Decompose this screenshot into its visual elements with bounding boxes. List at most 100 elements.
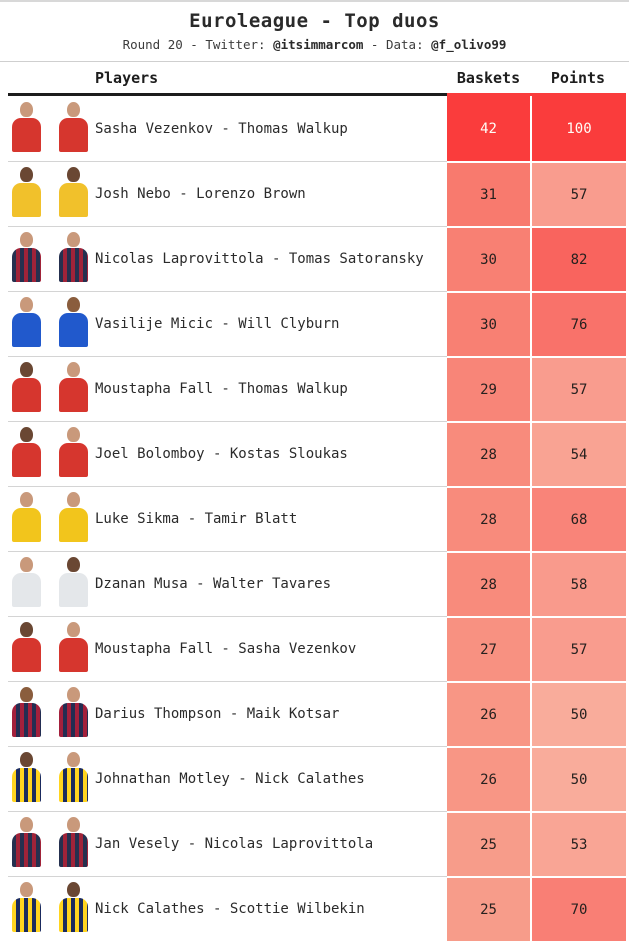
player-avatars	[8, 492, 92, 546]
player-head	[20, 752, 33, 767]
points-value: 57	[570, 381, 588, 398]
player-photo	[8, 752, 45, 806]
column-header-players: Players	[8, 62, 447, 96]
duo-names: Vasilije Micic - Will Clyburn	[95, 316, 340, 332]
points-cell: 76	[530, 291, 626, 356]
duo-names: Luke Sikma - Tamir Blatt	[95, 511, 298, 527]
column-header-points: Points	[530, 62, 626, 96]
player-avatars	[8, 297, 92, 351]
player-jersey	[12, 768, 41, 802]
player-jersey	[59, 117, 88, 152]
table-row: Josh Nebo - Lorenzo Brown 31 57	[0, 161, 629, 226]
baskets-cell: 29	[447, 356, 530, 421]
player-jersey	[12, 313, 41, 347]
player-head	[20, 557, 33, 572]
points-cell: 70	[530, 876, 626, 941]
player-avatars	[8, 557, 92, 611]
round-label: Round 20 - Twitter:	[122, 37, 274, 52]
player-photo	[8, 622, 45, 676]
player-head	[67, 297, 80, 312]
player-photo	[8, 557, 45, 611]
player-head	[67, 557, 80, 572]
page-title: Euroleague - Top duos	[189, 10, 440, 32]
players-cell: Nick Calathes - Scottie Wilbekin	[8, 876, 447, 941]
data-label: - Data:	[363, 37, 432, 52]
player-jersey	[12, 638, 41, 672]
player-photo	[55, 492, 92, 546]
player-photo	[8, 101, 45, 156]
table-row: Moustapha Fall - Thomas Walkup 29 57	[0, 356, 629, 421]
baskets-cell: 25	[447, 876, 530, 941]
points-value: 50	[570, 706, 588, 723]
baskets-cell: 42	[447, 96, 530, 161]
player-photo	[55, 167, 92, 221]
points-value: 68	[570, 511, 588, 528]
player-head	[20, 427, 33, 442]
baskets-value: 30	[480, 316, 497, 333]
player-photo	[8, 362, 45, 416]
player-jersey	[59, 508, 88, 542]
points-cell: 50	[530, 681, 626, 746]
player-head	[67, 622, 80, 637]
baskets-value: 27	[480, 641, 497, 658]
players-cell: Josh Nebo - Lorenzo Brown	[8, 161, 447, 226]
player-photo	[55, 817, 92, 871]
baskets-cell: 28	[447, 421, 530, 486]
baskets-value: 28	[480, 511, 497, 528]
player-avatars	[8, 622, 92, 676]
table-row: Johnathan Motley - Nick Calathes 26 50	[0, 746, 629, 811]
baskets-cell: 28	[447, 486, 530, 551]
duo-names: Josh Nebo - Lorenzo Brown	[95, 186, 306, 202]
baskets-value: 31	[480, 186, 497, 203]
players-cell: Nicolas Laprovittola - Tomas Satoransky	[8, 226, 447, 291]
title-block: Euroleague - Top duos Round 20 - Twitter…	[0, 2, 629, 62]
player-head	[20, 492, 33, 507]
table-row: Sasha Vezenkov - Thomas Walkup 42 100	[0, 96, 629, 161]
player-photo	[55, 752, 92, 806]
player-avatars	[8, 752, 92, 806]
duo-names: Dzanan Musa - Walter Tavares	[95, 576, 332, 592]
player-photo	[55, 362, 92, 416]
column-header-baskets: Baskets	[447, 62, 530, 96]
points-cell: 57	[530, 616, 626, 681]
table-row: Dzanan Musa - Walter Tavares 28 58	[0, 551, 629, 616]
players-cell: Dzanan Musa - Walter Tavares	[8, 551, 447, 616]
baskets-value: 42	[480, 120, 497, 137]
player-photo	[8, 817, 45, 871]
players-cell: Moustapha Fall - Sasha Vezenkov	[8, 616, 447, 681]
points-value: 70	[570, 901, 588, 918]
points-value: 53	[570, 836, 588, 853]
points-value: 57	[570, 186, 588, 203]
players-cell: Sasha Vezenkov - Thomas Walkup	[8, 96, 447, 161]
points-cell: 53	[530, 811, 626, 876]
table-body: Sasha Vezenkov - Thomas Walkup 42 100 Jo…	[0, 96, 629, 941]
points-cell: 58	[530, 551, 626, 616]
data-handle: @f_olivo99	[431, 37, 507, 52]
players-cell: Jan Vesely - Nicolas Laprovittola	[8, 811, 447, 876]
player-jersey	[12, 573, 41, 607]
player-head	[67, 882, 80, 897]
baskets-cell: 27	[447, 616, 530, 681]
player-head	[67, 817, 80, 832]
player-head	[20, 297, 33, 312]
player-jersey	[12, 248, 41, 282]
player-jersey	[59, 378, 88, 412]
baskets-value: 30	[480, 251, 497, 268]
player-photo	[8, 427, 45, 481]
duo-names: Darius Thompson - Maik Kotsar	[95, 706, 340, 722]
table-row: Moustapha Fall - Sasha Vezenkov 27 57	[0, 616, 629, 681]
player-head	[67, 101, 80, 117]
player-head	[20, 232, 33, 247]
player-avatars	[8, 167, 92, 221]
player-head	[67, 362, 80, 377]
points-cell: 57	[530, 356, 626, 421]
duo-names: Sasha Vezenkov - Thomas Walkup	[95, 120, 348, 137]
table-row: Darius Thompson - Maik Kotsar 26 50	[0, 681, 629, 746]
baskets-cell: 26	[447, 746, 530, 811]
points-cell: 57	[530, 161, 626, 226]
player-photo	[8, 232, 45, 286]
player-jersey	[12, 378, 41, 412]
player-avatars	[8, 101, 92, 156]
player-photo	[55, 297, 92, 351]
